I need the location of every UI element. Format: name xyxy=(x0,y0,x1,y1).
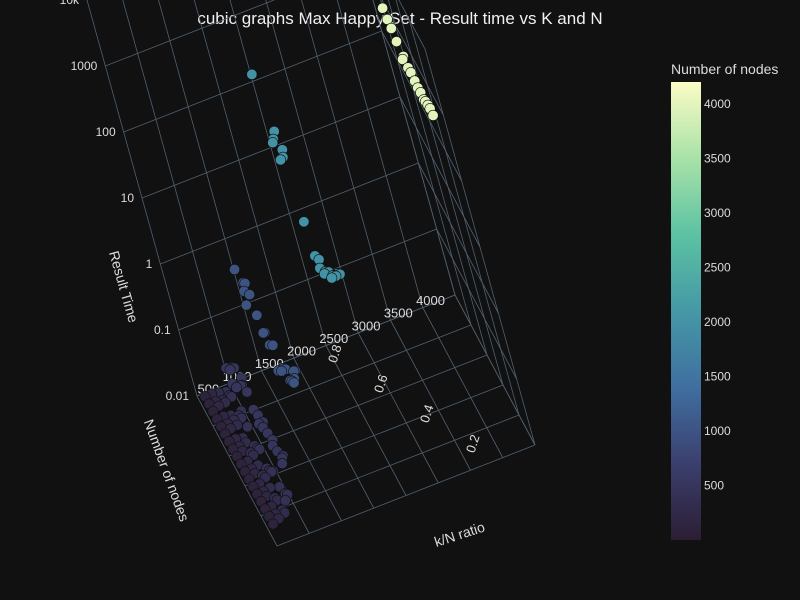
wall-gridline xyxy=(381,30,463,182)
wall-gridline xyxy=(436,228,518,380)
data-point[interactable] xyxy=(275,154,287,166)
chart-title: cubic graphs Max Happy Set - Result time… xyxy=(197,9,603,28)
wall-gridline xyxy=(158,0,262,371)
wall-gridline xyxy=(380,0,472,326)
wall-gridline xyxy=(417,162,499,314)
data-point[interactable] xyxy=(385,22,397,34)
floor-gridline xyxy=(260,414,520,517)
floor-gridline xyxy=(261,370,342,521)
wall-gridline xyxy=(86,0,198,397)
wall-gridline xyxy=(122,0,230,384)
floor-gridline xyxy=(196,395,278,547)
wall-gridline xyxy=(395,0,504,386)
colorbar-tick-label: 2500 xyxy=(704,260,731,274)
colorbar-title: Number of nodes xyxy=(671,61,778,77)
wall-gridline xyxy=(105,0,276,67)
z-tick-label: 10k xyxy=(60,0,80,7)
data-point[interactable] xyxy=(229,264,241,276)
x-axis-label: k/N ratio xyxy=(432,519,487,550)
wall-gridline xyxy=(399,96,481,248)
data-point[interactable] xyxy=(244,289,256,301)
colorbar-tick-label: 2000 xyxy=(704,315,731,329)
data-point[interactable] xyxy=(397,53,409,65)
grid-layer xyxy=(86,0,536,547)
y-tick-label: 2000 xyxy=(287,344,316,359)
wall-gridline xyxy=(301,0,391,321)
colorbar-tick-label: 3500 xyxy=(704,151,731,165)
z-tick-label: 1000 xyxy=(71,59,98,73)
data-point[interactable] xyxy=(246,68,258,80)
data-point[interactable] xyxy=(240,299,252,311)
data-point[interactable] xyxy=(267,137,279,149)
data-point[interactable] xyxy=(241,386,253,398)
wall-gridline xyxy=(408,18,520,416)
data-point[interactable] xyxy=(377,2,389,14)
colorbar-tick-label: 4000 xyxy=(704,97,731,111)
colorbar-gradient xyxy=(671,82,701,540)
data-point[interactable] xyxy=(326,272,338,284)
x-tick-label: 0.6 xyxy=(371,373,391,395)
z-tick-label: 1 xyxy=(146,257,153,271)
wall-gridline xyxy=(372,0,456,296)
data-point[interactable] xyxy=(267,339,279,351)
point-layer xyxy=(199,2,439,530)
y-axis-label: Number of nodes xyxy=(141,417,193,523)
wall-gridline xyxy=(193,0,295,359)
data-point[interactable] xyxy=(267,518,279,530)
x-tick-label: 0.8 xyxy=(325,343,345,365)
data-point[interactable] xyxy=(298,216,310,228)
floor-gridline xyxy=(325,345,407,496)
data-point[interactable] xyxy=(276,458,288,470)
data-point[interactable] xyxy=(251,309,263,321)
wall-gridline xyxy=(454,294,536,446)
wall-gridline xyxy=(381,0,444,116)
floor-gridline xyxy=(390,320,471,471)
colorbar: Number of nodes 500 1000 1500 2000 2500 3000 3… xyxy=(671,61,778,540)
x-tick-label: 0.2 xyxy=(463,433,483,455)
z-tick-label: 10 xyxy=(121,191,135,205)
tick-layer: 0.010.1110100100010k50010001500200025003… xyxy=(60,0,483,455)
y-tick-label: 3500 xyxy=(384,306,413,321)
floor-gridline xyxy=(293,357,375,509)
floor-gridline xyxy=(422,307,504,458)
data-point[interactable] xyxy=(276,365,288,377)
data-point[interactable] xyxy=(231,382,243,394)
x-tick-label: 0.4 xyxy=(417,403,437,425)
data-point[interactable] xyxy=(242,421,254,433)
wall-gridline xyxy=(336,0,424,308)
colorbar-tick-label: 1000 xyxy=(704,424,731,438)
data-point[interactable] xyxy=(427,109,439,121)
colorbar-tick-label: 3000 xyxy=(704,206,731,220)
y-tick-label: 3000 xyxy=(352,318,381,333)
data-point[interactable] xyxy=(381,13,393,25)
floor-gridline xyxy=(357,332,439,484)
floor-gridline xyxy=(244,384,504,487)
wall-gridline xyxy=(265,0,359,333)
data-point[interactable] xyxy=(288,377,300,389)
wall-gridline xyxy=(424,48,536,446)
colorbar-tick-label: 1500 xyxy=(704,369,731,383)
data-point[interactable] xyxy=(390,36,402,48)
z-tick-label: 100 xyxy=(96,125,116,139)
z-tick-label: 0.1 xyxy=(154,323,171,337)
colorbar-tick-label: 500 xyxy=(704,478,724,492)
floor-gridline xyxy=(276,444,536,547)
y-tick-label: 2500 xyxy=(319,331,348,346)
data-point[interactable] xyxy=(257,327,269,339)
data-point[interactable] xyxy=(279,495,291,507)
colorbar-ticks: 500 1000 1500 2000 2500 3000 3500 4000 xyxy=(704,97,731,493)
z-tick-label: 0.01 xyxy=(166,389,190,403)
y-tick-label: 4000 xyxy=(416,293,445,308)
z-axis-label: Result Time xyxy=(106,249,142,325)
data-point[interactable] xyxy=(224,364,236,376)
wall-gridline xyxy=(398,0,426,50)
